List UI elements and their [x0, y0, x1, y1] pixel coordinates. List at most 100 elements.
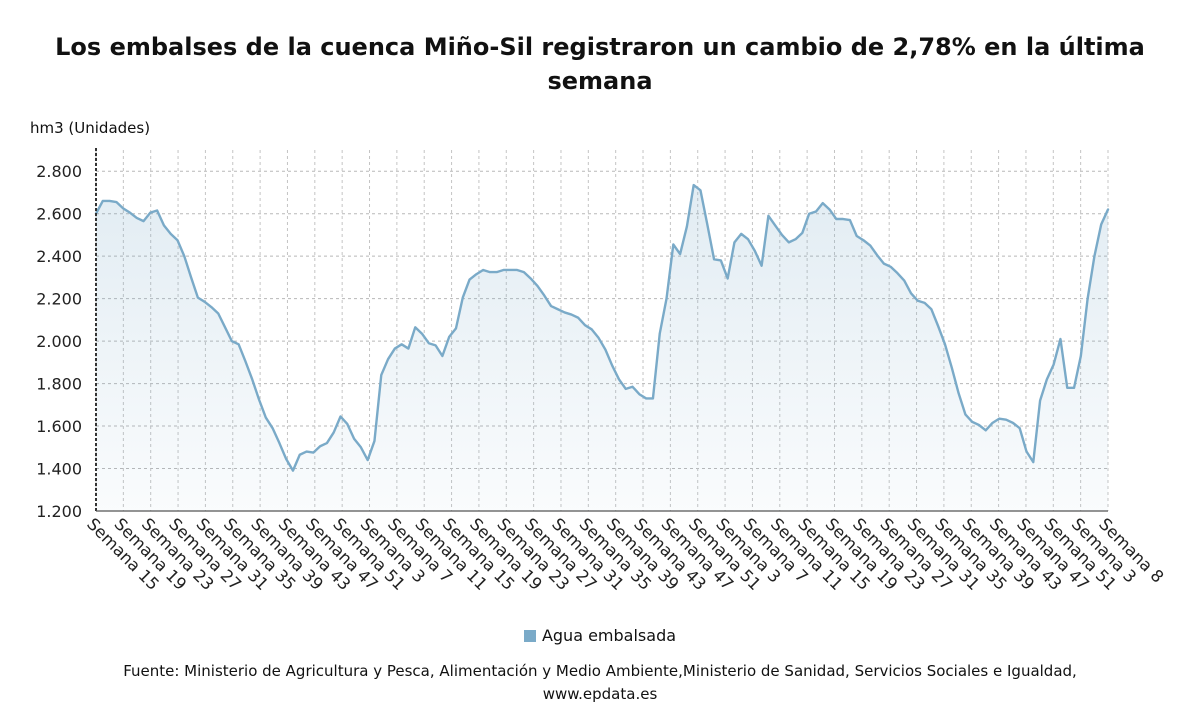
data-point[interactable]	[291, 469, 295, 473]
data-point[interactable]	[366, 458, 370, 462]
data-point[interactable]	[461, 296, 465, 300]
data-point[interactable]	[257, 398, 261, 402]
data-point[interactable]	[889, 265, 893, 269]
data-point[interactable]	[875, 253, 879, 257]
data-point[interactable]	[794, 237, 798, 241]
data-point[interactable]	[963, 412, 967, 416]
data-point[interactable]	[834, 217, 838, 221]
data-point[interactable]	[515, 268, 519, 272]
data-point[interactable]	[576, 316, 580, 320]
data-point[interactable]	[386, 357, 390, 361]
data-point[interactable]	[746, 237, 750, 241]
data-point[interactable]	[1018, 426, 1022, 430]
data-point[interactable]	[1065, 386, 1069, 390]
data-point[interactable]	[318, 444, 322, 448]
data-point[interactable]	[923, 301, 927, 305]
data-point[interactable]	[223, 325, 227, 329]
data-point[interactable]	[230, 339, 234, 343]
data-point[interactable]	[1031, 460, 1035, 464]
data-point[interactable]	[1079, 354, 1083, 358]
data-point[interactable]	[454, 326, 458, 330]
data-point[interactable]	[1086, 297, 1090, 301]
data-point[interactable]	[848, 218, 852, 222]
data-point[interactable]	[821, 201, 825, 205]
data-point[interactable]	[440, 354, 444, 358]
data-point[interactable]	[610, 364, 614, 368]
data-point[interactable]	[474, 272, 478, 276]
data-point[interactable]	[121, 206, 125, 210]
data-point[interactable]	[311, 451, 315, 455]
data-point[interactable]	[481, 268, 485, 272]
data-point[interactable]	[807, 212, 811, 216]
data-point[interactable]	[1099, 222, 1103, 226]
data-point[interactable]	[1038, 399, 1042, 403]
data-point[interactable]	[800, 231, 804, 235]
data-point[interactable]	[814, 210, 818, 214]
data-point[interactable]	[108, 199, 112, 203]
data-point[interactable]	[658, 332, 662, 336]
data-point[interactable]	[427, 341, 431, 345]
data-point[interactable]	[597, 336, 601, 340]
data-point[interactable]	[549, 304, 553, 308]
data-point[interactable]	[651, 396, 655, 400]
data-point[interactable]	[502, 268, 506, 272]
data-point[interactable]	[760, 264, 764, 268]
data-point[interactable]	[203, 300, 207, 304]
data-point[interactable]	[753, 249, 757, 253]
data-point[interactable]	[637, 392, 641, 396]
data-point[interactable]	[114, 200, 118, 204]
data-point[interactable]	[284, 457, 288, 461]
data-point[interactable]	[406, 347, 410, 351]
data-point[interactable]	[936, 324, 940, 328]
data-point[interactable]	[495, 270, 499, 274]
data-point[interactable]	[624, 387, 628, 391]
data-point[interactable]	[855, 234, 859, 238]
data-point[interactable]	[332, 430, 336, 434]
data-point[interactable]	[237, 342, 241, 346]
data-point[interactable]	[563, 310, 567, 314]
data-point[interactable]	[243, 359, 247, 363]
data-point[interactable]	[535, 284, 539, 288]
data-point[interactable]	[189, 275, 193, 279]
data-point[interactable]	[902, 279, 906, 283]
data-point[interactable]	[732, 240, 736, 244]
data-point[interactable]	[895, 271, 899, 275]
data-point[interactable]	[216, 312, 220, 316]
data-point[interactable]	[773, 223, 777, 227]
data-point[interactable]	[128, 211, 132, 215]
data-point[interactable]	[1052, 362, 1056, 366]
data-point[interactable]	[556, 307, 560, 311]
data-point[interactable]	[603, 348, 607, 352]
data-point[interactable]	[1106, 207, 1110, 211]
data-point[interactable]	[400, 342, 404, 346]
data-point[interactable]	[345, 422, 349, 426]
data-point[interactable]	[135, 216, 139, 220]
data-point[interactable]	[977, 423, 981, 427]
data-point[interactable]	[277, 441, 281, 445]
data-point[interactable]	[488, 270, 492, 274]
data-point[interactable]	[1024, 450, 1028, 454]
data-point[interactable]	[413, 325, 417, 329]
data-point[interactable]	[841, 217, 845, 221]
data-point[interactable]	[209, 305, 213, 309]
data-point[interactable]	[508, 268, 512, 272]
data-point[interactable]	[142, 219, 146, 223]
series-line-agua-embalsada[interactable]	[94, 183, 1110, 472]
data-point[interactable]	[631, 385, 635, 389]
data-point[interactable]	[1092, 254, 1096, 258]
data-point[interactable]	[719, 258, 723, 262]
data-point[interactable]	[529, 276, 533, 280]
data-point[interactable]	[1072, 386, 1076, 390]
data-point[interactable]	[434, 343, 438, 347]
data-point[interactable]	[162, 223, 166, 227]
data-point[interactable]	[569, 313, 573, 317]
data-point[interactable]	[882, 262, 886, 266]
data-point[interactable]	[970, 420, 974, 424]
data-point[interactable]	[766, 214, 770, 218]
data-point[interactable]	[393, 347, 397, 351]
data-point[interactable]	[617, 377, 621, 381]
data-point[interactable]	[271, 426, 275, 430]
data-point[interactable]	[861, 238, 865, 242]
data-point[interactable]	[692, 183, 696, 187]
data-point[interactable]	[997, 417, 1001, 421]
